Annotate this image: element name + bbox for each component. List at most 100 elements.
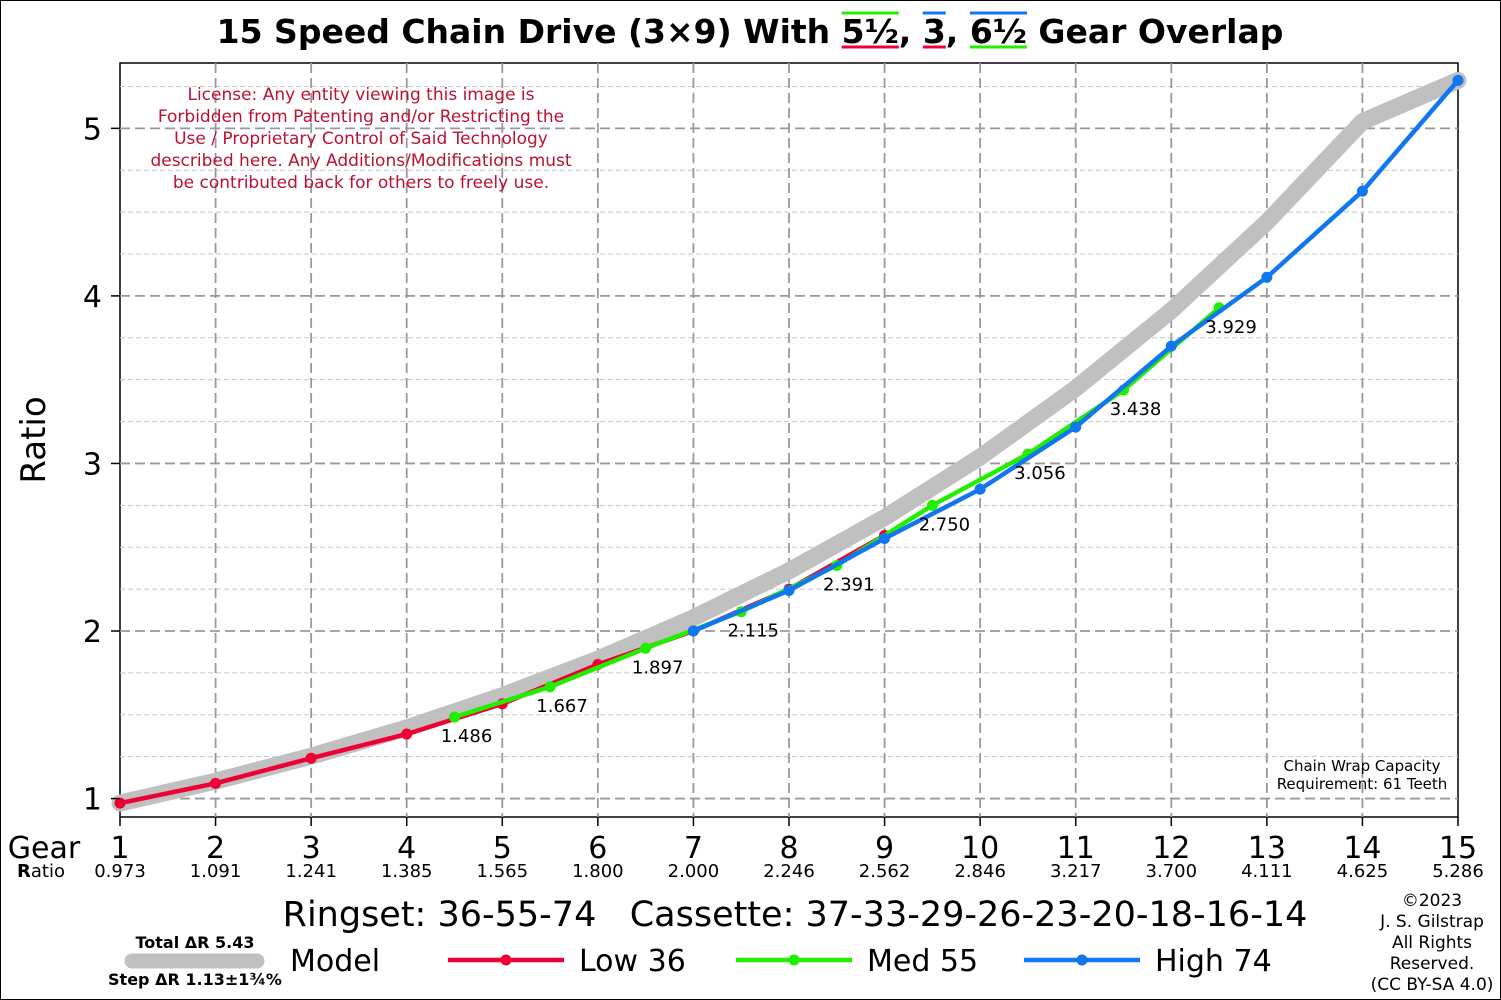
y-axis: 1 2 3 4 5 xyxy=(83,112,120,818)
x-tick-label: 6 xyxy=(588,831,607,866)
grid-major xyxy=(120,63,1458,817)
series-point-low-36 xyxy=(305,752,317,764)
legend: Total ΔR 5.43 Step ΔR 1.13±1¾% Model Low 36… xyxy=(108,933,1272,989)
series-point-high-74 xyxy=(1261,271,1273,283)
y-axis-label: Ratio xyxy=(14,396,54,483)
gear-ratio-label: 0.973 xyxy=(94,861,146,882)
point-label: 2.391 xyxy=(823,574,875,595)
x-tick-label: 15 xyxy=(1439,831,1477,866)
series-point-med-55 xyxy=(449,711,460,723)
gear-ratio-label: 1.241 xyxy=(285,861,337,882)
series-point-med-55 xyxy=(640,642,652,654)
gear-ratio-label: 1.091 xyxy=(190,861,242,882)
gear-ratio-label: 3.217 xyxy=(1050,861,1102,882)
legend-marker-low-36 xyxy=(500,954,512,966)
series-point-low-36 xyxy=(114,797,126,809)
x-tick-label: 13 xyxy=(1248,831,1286,866)
point-label: 2.115 xyxy=(727,621,779,642)
series-line-model xyxy=(111,71,1467,812)
point-label: 1.897 xyxy=(632,657,684,678)
series-point-high-74 xyxy=(1452,74,1464,86)
legend-marker-med-55 xyxy=(788,954,800,966)
point-label: 3.056 xyxy=(1014,463,1066,484)
series-point-high-74 xyxy=(687,625,699,637)
y-tick-label: 2 xyxy=(83,615,102,650)
y-tick-label: 4 xyxy=(83,280,102,315)
chart-title-text: 15 Speed Chain Drive (3×9) With 5½, 3, 6… xyxy=(217,12,1284,51)
gear-ratio-label: 2.000 xyxy=(668,861,720,882)
series-point-low-36 xyxy=(401,728,413,740)
chart-title: 15 Speed Chain Drive (3×9) With 5½, 3, 6… xyxy=(217,11,1284,51)
x-tick-label: 4 xyxy=(397,831,416,866)
gear-ratio-label: 4.111 xyxy=(1241,861,1293,882)
point-label: 1.667 xyxy=(536,696,588,717)
license-line: Forbidden from Patenting and/or Restrict… xyxy=(158,107,564,127)
plot-area: 1.486 1.667 1.897 2.115 2.391 2.750 3.056 3.438… xyxy=(111,62,1467,818)
point-label-layer: 1.486 1.667 1.897 2.115 2.391 2.750 3.056 3.438… xyxy=(441,317,1257,747)
config-text: Ringset: 36-55-74 Cassette: 37-33-29-26-… xyxy=(283,895,1308,935)
series-point-high-74 xyxy=(1070,421,1082,433)
gear-ratio-label: 2.846 xyxy=(954,861,1006,882)
x-tick-label: 11 xyxy=(1057,831,1095,866)
gear-ratio-label: 1.800 xyxy=(572,861,624,882)
gear-ratio-label: 1.385 xyxy=(381,861,433,882)
license-line: be contributed back for others to freely… xyxy=(173,173,549,193)
x-tick-label: 7 xyxy=(684,831,703,866)
x-tick-label: 3 xyxy=(302,831,321,866)
license-notice: License: Any entity viewing this image i… xyxy=(150,85,571,193)
legend-label-high-74: High 74 xyxy=(1155,944,1272,979)
license-line: License: Any entity viewing this image i… xyxy=(187,85,534,105)
legend-label-med-55: Med 55 xyxy=(867,944,978,979)
series-layer xyxy=(111,71,1467,812)
gear-ratio-label: 1.565 xyxy=(477,861,529,882)
chain-wrap-line: Requirement: 61 Teeth xyxy=(1277,775,1448,793)
x-tick-label: 9 xyxy=(875,831,894,866)
series-point-high-74 xyxy=(1165,340,1177,352)
legend-label-low-36: Low 36 xyxy=(579,944,686,979)
legend-model-total: Total ΔR 5.43 xyxy=(135,933,254,952)
y-tick-label: 5 xyxy=(83,112,102,147)
series-point-low-36 xyxy=(210,777,222,789)
gear-ratio-label: 3.700 xyxy=(1146,861,1198,882)
title-overlap-1: 5½ xyxy=(842,12,899,51)
x-tick-label: 10 xyxy=(961,831,999,866)
x-tick-label: 8 xyxy=(779,831,798,866)
license-line: described here. Any Additions/Modificati… xyxy=(150,151,571,171)
gear-ratio-label: 5.286 xyxy=(1432,861,1484,882)
series-point-high-74 xyxy=(1356,185,1368,197)
y-tick-label: 3 xyxy=(83,447,102,482)
series-point-high-74 xyxy=(974,483,986,495)
legend-label-model: Model xyxy=(290,944,380,979)
gear-ratio-label: 2.562 xyxy=(859,861,911,882)
title-separator: , xyxy=(899,12,923,51)
x-tick-label: 2 xyxy=(206,831,225,866)
license-line: Use / Proprietary Control of Said Techno… xyxy=(174,129,548,149)
point-label: 3.929 xyxy=(1205,317,1257,338)
copyright-line: All Rights xyxy=(1392,933,1472,953)
x-tick-label: 1 xyxy=(110,831,129,866)
series-point-high-74 xyxy=(783,584,795,596)
title-prefix: 15 Speed Chain Drive (3×9) With xyxy=(217,12,842,51)
y-tick-label: 1 xyxy=(83,783,102,818)
copyright-line: Reserved. xyxy=(1390,954,1475,974)
point-label: 2.750 xyxy=(919,514,971,535)
copyright-line: ©2023 xyxy=(1402,891,1462,911)
ratio-row-label: Ratio xyxy=(17,861,65,882)
chain-wrap-line: Chain Wrap Capacity xyxy=(1284,757,1441,775)
title-overlap-3: 6½ xyxy=(970,12,1027,51)
point-label: 3.438 xyxy=(1110,399,1162,420)
copyright-line: (CC BY-SA 4.0) xyxy=(1371,975,1494,995)
gear-ratio-label: 2.246 xyxy=(763,861,815,882)
ratio-row-label-initial: R xyxy=(17,861,31,882)
title-overlap-2: 3 xyxy=(923,12,946,51)
title-separator: , xyxy=(946,12,970,51)
gear-ratio-label: 4.625 xyxy=(1337,861,1389,882)
x-tick-label: 12 xyxy=(1152,831,1190,866)
legend-model-step: Step ΔR 1.13±1¾% xyxy=(108,970,282,989)
legend-marker-high-74 xyxy=(1076,954,1088,966)
x-tick-label: 14 xyxy=(1343,831,1381,866)
